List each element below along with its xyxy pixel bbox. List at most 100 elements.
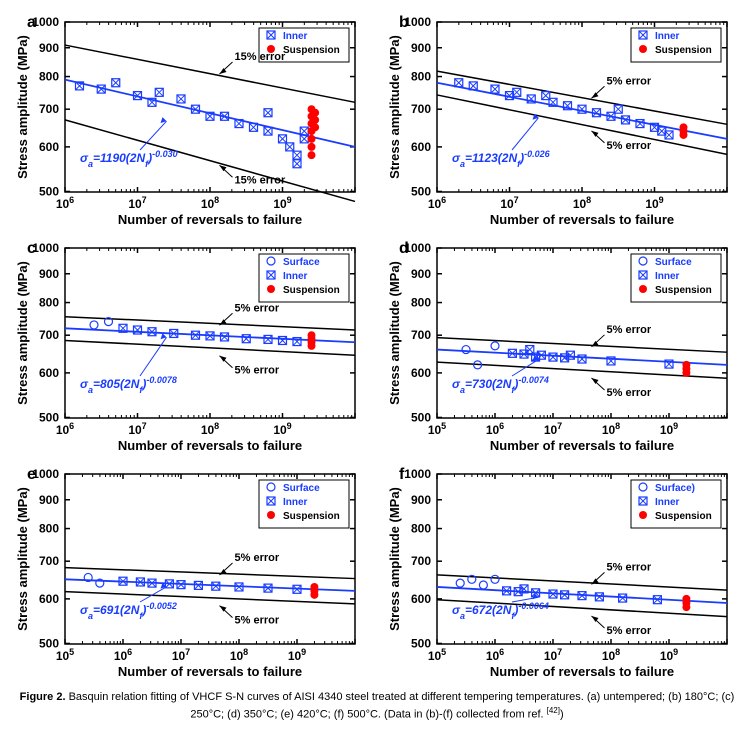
svg-text:σa=805(2Nf)-0.0078: σa=805(2Nf)-0.0078 bbox=[80, 375, 177, 395]
panel-b: 5006007008009001000106107108109Number of… bbox=[382, 10, 744, 230]
svg-text:5% error: 5% error bbox=[607, 324, 652, 336]
svg-text:5% error: 5% error bbox=[235, 552, 280, 564]
svg-text:106: 106 bbox=[114, 647, 132, 663]
svg-text:107: 107 bbox=[500, 195, 518, 211]
svg-text:106: 106 bbox=[428, 195, 446, 211]
svg-text:Stress amplitude (MPa): Stress amplitude (MPa) bbox=[15, 487, 30, 631]
svg-text:Inner: Inner bbox=[283, 271, 308, 282]
svg-text:Suspension: Suspension bbox=[655, 45, 712, 56]
svg-text:105: 105 bbox=[428, 647, 446, 663]
svg-text:Stress amplitude (MPa): Stress amplitude (MPa) bbox=[387, 261, 402, 405]
panel-e: 5006007008009001000105106107108109Number… bbox=[10, 462, 372, 682]
svg-text:Stress amplitude (MPa): Stress amplitude (MPa) bbox=[15, 261, 30, 405]
svg-text:107: 107 bbox=[128, 195, 146, 211]
svg-text:e: e bbox=[27, 466, 36, 483]
svg-text:Surface: Surface bbox=[283, 257, 320, 268]
svg-text:108: 108 bbox=[602, 421, 620, 437]
svg-text:600: 600 bbox=[411, 366, 431, 380]
svg-text:Number of reversals to failure: Number of reversals to failure bbox=[118, 438, 302, 453]
panel-a: 5006007008009001000106107108109Number of… bbox=[10, 10, 372, 230]
svg-text:109: 109 bbox=[645, 195, 663, 211]
svg-text:108: 108 bbox=[201, 195, 219, 211]
svg-text:c: c bbox=[27, 240, 36, 257]
svg-text:700: 700 bbox=[411, 328, 431, 342]
svg-text:700: 700 bbox=[411, 102, 431, 116]
svg-text:600: 600 bbox=[39, 140, 59, 154]
svg-text:600: 600 bbox=[39, 592, 59, 606]
svg-text:108: 108 bbox=[230, 647, 248, 663]
svg-text:Number of reversals to failure: Number of reversals to failure bbox=[490, 212, 674, 227]
svg-text:f: f bbox=[399, 466, 405, 483]
svg-text:800: 800 bbox=[411, 296, 431, 310]
svg-text:109: 109 bbox=[288, 647, 306, 663]
svg-text:700: 700 bbox=[39, 102, 59, 116]
svg-text:5% error: 5% error bbox=[235, 302, 280, 314]
svg-text:5% error: 5% error bbox=[235, 615, 280, 627]
svg-text:σa=1123(2Nf)-0.026: σa=1123(2Nf)-0.026 bbox=[452, 149, 551, 169]
svg-text:109: 109 bbox=[273, 195, 291, 211]
svg-text:Suspension: Suspension bbox=[655, 511, 712, 522]
svg-text:109: 109 bbox=[273, 421, 291, 437]
svg-text:b: b bbox=[399, 14, 409, 31]
svg-text:800: 800 bbox=[39, 522, 59, 536]
svg-text:1000: 1000 bbox=[32, 15, 59, 29]
svg-text:5% error: 5% error bbox=[607, 387, 652, 399]
svg-text:5% error: 5% error bbox=[607, 75, 652, 87]
svg-text:Suspension: Suspension bbox=[655, 285, 712, 296]
svg-text:Stress amplitude (MPa): Stress amplitude (MPa) bbox=[387, 487, 402, 631]
panel-f: 5006007008009001000105106107108109Number… bbox=[382, 462, 744, 682]
svg-text:σa=691(2Nf)-0.0052: σa=691(2Nf)-0.0052 bbox=[80, 601, 177, 621]
panel-d: 5006007008009001000105106107108109Number… bbox=[382, 236, 744, 456]
svg-text:5% error: 5% error bbox=[607, 625, 652, 637]
svg-text:900: 900 bbox=[39, 41, 59, 55]
svg-text:Stress amplitude (MPa): Stress amplitude (MPa) bbox=[15, 35, 30, 179]
caption-text: Basquin relation fitting of VHCF S-N cur… bbox=[66, 691, 735, 721]
svg-text:106: 106 bbox=[56, 195, 74, 211]
svg-text:15% error: 15% error bbox=[235, 51, 286, 63]
svg-text:109: 109 bbox=[660, 647, 678, 663]
svg-text:Inner: Inner bbox=[655, 31, 680, 42]
svg-text:5% error: 5% error bbox=[607, 140, 652, 152]
svg-text:900: 900 bbox=[39, 493, 59, 507]
svg-text:900: 900 bbox=[411, 41, 431, 55]
svg-text:Number of reversals to failure: Number of reversals to failure bbox=[490, 438, 674, 453]
svg-text:800: 800 bbox=[411, 70, 431, 84]
svg-text:15% error: 15% error bbox=[235, 174, 286, 186]
svg-text:Surface: Surface bbox=[283, 483, 320, 494]
svg-text:800: 800 bbox=[39, 70, 59, 84]
svg-text:800: 800 bbox=[39, 296, 59, 310]
svg-text:700: 700 bbox=[411, 554, 431, 568]
svg-text:106: 106 bbox=[486, 421, 504, 437]
svg-text:Inner: Inner bbox=[655, 271, 680, 282]
svg-text:600: 600 bbox=[39, 366, 59, 380]
svg-text:a: a bbox=[27, 14, 36, 31]
svg-text:σa=672(2Nf)-0.0064: σa=672(2Nf)-0.0064 bbox=[452, 601, 549, 621]
svg-text:Number of reversals to failure: Number of reversals to failure bbox=[118, 664, 302, 679]
figure-caption: Figure 2. Basquin relation fitting of VH… bbox=[10, 690, 744, 723]
svg-text:σa=1190(2Nf)-0.030: σa=1190(2Nf)-0.030 bbox=[80, 149, 178, 169]
svg-text:d: d bbox=[399, 240, 409, 257]
svg-text:1000: 1000 bbox=[32, 467, 59, 481]
chart-grid: 5006007008009001000106107108109Number of… bbox=[10, 10, 744, 682]
svg-text:1000: 1000 bbox=[32, 241, 59, 255]
svg-text:105: 105 bbox=[428, 421, 446, 437]
svg-text:700: 700 bbox=[39, 328, 59, 342]
svg-text:Suspension: Suspension bbox=[283, 45, 340, 56]
svg-text:109: 109 bbox=[660, 421, 678, 437]
svg-text:Inner: Inner bbox=[283, 497, 308, 508]
svg-text:106: 106 bbox=[56, 421, 74, 437]
svg-text:107: 107 bbox=[544, 647, 562, 663]
svg-text:Number of reversals to failure: Number of reversals to failure bbox=[490, 664, 674, 679]
svg-text:Suspension: Suspension bbox=[283, 511, 340, 522]
svg-text:Stress amplitude (MPa): Stress amplitude (MPa) bbox=[387, 35, 402, 179]
svg-text:1000: 1000 bbox=[404, 467, 431, 481]
svg-text:108: 108 bbox=[201, 421, 219, 437]
caption-bold: Figure 2. bbox=[20, 691, 66, 703]
panel-c: 5006007008009001000106107108109Number of… bbox=[10, 236, 372, 456]
svg-text:5% error: 5% error bbox=[607, 561, 652, 573]
svg-text:900: 900 bbox=[411, 493, 431, 507]
svg-text:Surface): Surface) bbox=[655, 483, 695, 494]
svg-text:600: 600 bbox=[411, 140, 431, 154]
svg-text:Surface: Surface bbox=[655, 257, 692, 268]
svg-text:600: 600 bbox=[411, 592, 431, 606]
